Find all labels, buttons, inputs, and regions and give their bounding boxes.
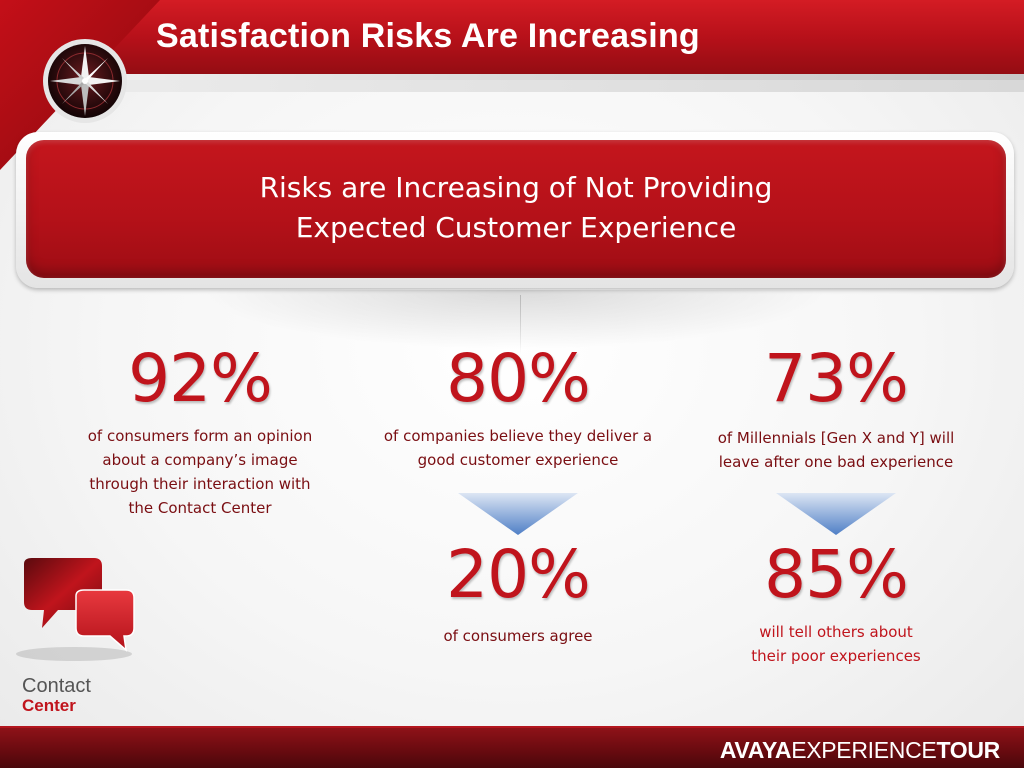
page-title: Satisfaction Risks Are Increasing bbox=[156, 17, 700, 55]
footer-brand: AVAYAEXPERIENCETOUR bbox=[720, 737, 1000, 764]
down-arrow-icon bbox=[458, 493, 578, 535]
stat-desc-line: of consumers form an opinion bbox=[87, 427, 313, 445]
stat-value-millennials: 73% bbox=[764, 340, 909, 417]
chat-bubbles-icon bbox=[16, 558, 135, 661]
down-arrow-icon bbox=[776, 493, 896, 535]
stat-desc-consumers-agree: of consumers agree bbox=[388, 624, 648, 648]
brand-avaya: AVAYA bbox=[719, 737, 792, 763]
stat-desc-line: of consumers agree bbox=[443, 627, 593, 645]
banner-line-2: Expected Customer Experience bbox=[295, 211, 737, 244]
logo-text-center: Center bbox=[22, 696, 76, 715]
stat-value-tell-others: 85% bbox=[764, 536, 909, 613]
headline-banner: Risks are Increasing of Not Providing Ex… bbox=[26, 140, 1006, 278]
stat-desc-companies-believe: of companies believe they deliver a good… bbox=[360, 424, 676, 472]
brand-experience: EXPERIENCE bbox=[791, 737, 937, 763]
header-bar: Satisfaction Risks Are Increasing bbox=[0, 0, 1024, 80]
stat-desc-line: of companies believe they deliver a bbox=[383, 427, 653, 445]
stat-value-consumers-agree: 20% bbox=[446, 536, 591, 613]
stat-desc-line: of Millennials [Gen X and Y] will bbox=[717, 429, 955, 447]
stat-desc-line: the Contact Center bbox=[128, 499, 272, 517]
stat-desc-line: leave after one bad experience bbox=[718, 453, 954, 471]
logo-text-contact: Contact bbox=[22, 675, 91, 697]
brand-tour: TOUR bbox=[936, 737, 1000, 763]
center-divider bbox=[520, 295, 521, 355]
stat-desc-line: good customer experience bbox=[417, 451, 619, 469]
stat-desc-line: their poor experiences bbox=[751, 647, 921, 665]
stat-desc-millennials: of Millennials [Gen X and Y] will leave … bbox=[686, 426, 986, 474]
stat-desc-tell-others: will tell others about their poor experi… bbox=[706, 620, 966, 668]
stat-value-consumers-opinion: 92% bbox=[128, 340, 273, 417]
compass-icon bbox=[43, 39, 127, 123]
banner-line-1: Risks are Increasing of Not Providing bbox=[259, 171, 773, 204]
footer-bar: AVAYAEXPERIENCETOUR bbox=[0, 726, 1024, 768]
stat-desc-consumers-opinion: of consumers form an opinion about a com… bbox=[50, 424, 350, 520]
stat-desc-line: about a company’s image bbox=[102, 451, 298, 469]
stat-desc-line: will tell others about bbox=[759, 623, 913, 641]
stat-value-companies-believe: 80% bbox=[446, 340, 591, 417]
banner-shadow bbox=[200, 290, 830, 350]
stat-desc-line: through their interaction with bbox=[89, 475, 311, 493]
header-swoosh bbox=[0, 80, 1024, 92]
